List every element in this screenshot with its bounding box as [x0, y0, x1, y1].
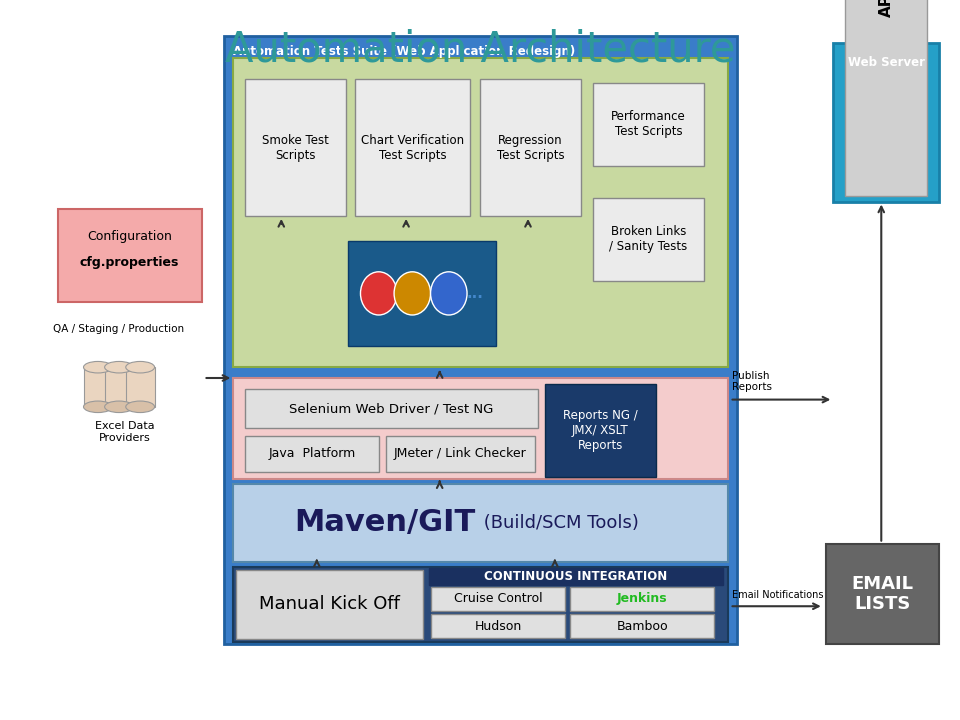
Text: Manual Kick Off: Manual Kick Off [259, 595, 400, 613]
FancyBboxPatch shape [570, 614, 714, 638]
FancyBboxPatch shape [570, 587, 714, 611]
Text: Broken Links
/ Sanity Tests: Broken Links / Sanity Tests [610, 225, 687, 253]
Ellipse shape [105, 361, 133, 373]
FancyBboxPatch shape [233, 58, 728, 367]
Text: Email Notifications: Email Notifications [732, 590, 823, 600]
Text: Publish
Reports: Publish Reports [732, 371, 773, 392]
FancyBboxPatch shape [386, 436, 535, 472]
FancyBboxPatch shape [845, 0, 927, 196]
FancyBboxPatch shape [429, 568, 723, 585]
FancyBboxPatch shape [233, 484, 728, 562]
Ellipse shape [361, 271, 397, 315]
FancyBboxPatch shape [431, 614, 565, 638]
Text: ...: ... [467, 286, 483, 301]
Text: Maven/GIT: Maven/GIT [295, 508, 475, 537]
Text: JMeter / Link Checker: JMeter / Link Checker [394, 447, 527, 460]
Text: Smoke Test
Scripts: Smoke Test Scripts [262, 134, 328, 161]
Text: Reports NG /
JMX/ XSLT
Reports: Reports NG / JMX/ XSLT Reports [564, 409, 637, 452]
Text: Bamboo: Bamboo [616, 619, 668, 633]
Text: Java  Platform: Java Platform [269, 447, 355, 460]
Text: Jenkins: Jenkins [617, 592, 667, 606]
FancyBboxPatch shape [545, 384, 656, 477]
Ellipse shape [105, 401, 133, 413]
Text: Cruise Control: Cruise Control [454, 592, 542, 606]
Ellipse shape [126, 401, 155, 413]
FancyBboxPatch shape [355, 79, 470, 216]
FancyBboxPatch shape [84, 367, 112, 407]
Text: cfg.properties: cfg.properties [80, 256, 180, 269]
FancyBboxPatch shape [224, 36, 737, 644]
Ellipse shape [84, 361, 112, 373]
FancyBboxPatch shape [245, 436, 379, 472]
Text: Chart Verification
Test Scripts: Chart Verification Test Scripts [361, 134, 465, 161]
Text: APACHE: APACHE [878, 0, 894, 17]
Text: Hudson: Hudson [474, 619, 522, 633]
Ellipse shape [84, 401, 112, 413]
Text: Performance
Test Scripts: Performance Test Scripts [612, 110, 685, 138]
FancyBboxPatch shape [105, 367, 133, 407]
FancyBboxPatch shape [126, 367, 155, 407]
FancyBboxPatch shape [593, 198, 704, 281]
Text: EMAIL
LISTS: EMAIL LISTS [852, 575, 913, 613]
FancyBboxPatch shape [245, 79, 346, 216]
FancyBboxPatch shape [236, 570, 423, 639]
Text: Automation Tests Suite (Web Application Redesign): Automation Tests Suite (Web Application … [233, 45, 576, 58]
FancyBboxPatch shape [826, 544, 939, 644]
Text: Configuration: Configuration [87, 230, 172, 243]
Text: Regression
Test Scripts: Regression Test Scripts [496, 134, 564, 161]
Ellipse shape [430, 271, 467, 315]
FancyBboxPatch shape [348, 241, 496, 346]
FancyBboxPatch shape [58, 209, 202, 302]
FancyBboxPatch shape [233, 567, 728, 642]
Text: Automation Architecture: Automation Architecture [225, 29, 735, 71]
FancyBboxPatch shape [245, 389, 538, 428]
Text: Selenium Web Driver / Test NG: Selenium Web Driver / Test NG [289, 402, 493, 415]
Ellipse shape [394, 271, 430, 315]
FancyBboxPatch shape [431, 587, 565, 611]
Text: Excel Data
Providers: Excel Data Providers [95, 421, 155, 443]
Text: Web Server: Web Server [848, 56, 924, 69]
FancyBboxPatch shape [593, 83, 704, 166]
Ellipse shape [126, 361, 155, 373]
FancyBboxPatch shape [233, 378, 728, 479]
Text: CONTINUOUS INTEGRATION: CONTINUOUS INTEGRATION [485, 570, 667, 583]
FancyBboxPatch shape [480, 79, 581, 216]
Text: (Build/SCM Tools): (Build/SCM Tools) [477, 514, 638, 531]
Text: QA / Staging / Production: QA / Staging / Production [53, 324, 184, 334]
FancyBboxPatch shape [833, 43, 939, 202]
